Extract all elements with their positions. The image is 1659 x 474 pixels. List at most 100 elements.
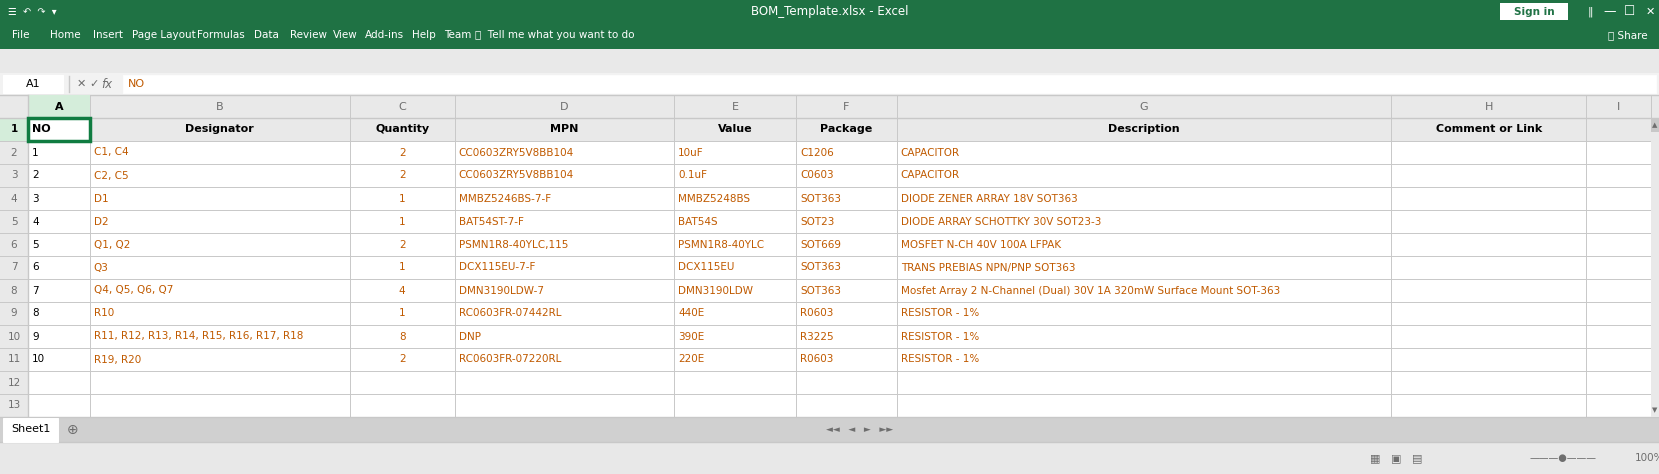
Text: A: A: [55, 101, 63, 111]
Text: 2: 2: [32, 171, 38, 181]
Text: ☐: ☐: [1624, 5, 1636, 18]
Bar: [28, 348, 1659, 371]
Text: Q1, Q2: Q1, Q2: [95, 239, 129, 249]
Text: 6: 6: [32, 263, 38, 273]
Text: ✕: ✕: [1646, 7, 1654, 17]
Text: 4: 4: [10, 193, 17, 203]
Text: Formulas: Formulas: [197, 30, 246, 40]
Text: CAPACITOR: CAPACITOR: [901, 171, 961, 181]
Bar: [28, 118, 90, 141]
Text: R0603: R0603: [800, 309, 833, 319]
Text: 10: 10: [32, 355, 45, 365]
Text: RC0603FR-07220RL: RC0603FR-07220RL: [458, 355, 561, 365]
Text: R3225: R3225: [800, 331, 834, 341]
Bar: [0, 23, 1659, 47]
Text: Quantity: Quantity: [375, 125, 430, 135]
Text: 5: 5: [32, 239, 38, 249]
Text: ⛳ Share: ⛳ Share: [1608, 30, 1647, 40]
Text: Comment or Link: Comment or Link: [1435, 125, 1541, 135]
Text: 3: 3: [32, 193, 38, 203]
Bar: [0, 95, 28, 474]
Text: 4: 4: [32, 217, 38, 227]
Bar: [123, 75, 1656, 93]
Text: Mosfet Array 2 N-Channel (Dual) 30V 1A 320mW Surface Mount SOT-363: Mosfet Array 2 N-Channel (Dual) 30V 1A 3…: [901, 285, 1281, 295]
Bar: [0, 73, 1659, 95]
Text: BOM_Template.xlsx - Excel: BOM_Template.xlsx - Excel: [752, 5, 907, 18]
Text: Sign in: Sign in: [1513, 7, 1554, 17]
Text: CC0603ZRY5V8BB104: CC0603ZRY5V8BB104: [458, 171, 574, 181]
Text: 440E: 440E: [679, 309, 705, 319]
Bar: [28, 118, 90, 141]
Text: C0603: C0603: [800, 171, 834, 181]
Text: C: C: [398, 101, 406, 111]
Bar: [28, 302, 1659, 325]
Text: DCX115EU-7-F: DCX115EU-7-F: [458, 263, 534, 273]
Text: 1: 1: [398, 193, 405, 203]
Text: 1: 1: [10, 125, 18, 135]
Text: C1, C4: C1, C4: [95, 147, 128, 157]
Bar: [0, 0, 1659, 23]
Text: PSMN1R8-40YLC: PSMN1R8-40YLC: [679, 239, 765, 249]
Text: F: F: [843, 101, 849, 111]
Text: 1: 1: [398, 309, 405, 319]
Text: View: View: [333, 30, 358, 40]
Text: Review: Review: [290, 30, 327, 40]
Text: SOT363: SOT363: [800, 263, 841, 273]
Text: A1: A1: [25, 79, 40, 89]
Text: 9: 9: [32, 331, 38, 341]
Bar: [3, 418, 58, 442]
Text: G: G: [1140, 101, 1148, 111]
Bar: [28, 164, 1659, 187]
Bar: [28, 95, 90, 118]
Text: 5: 5: [10, 217, 17, 227]
Text: 13: 13: [7, 401, 20, 410]
Text: 8: 8: [10, 285, 17, 295]
Text: fx: fx: [101, 78, 113, 91]
Text: —: —: [1604, 5, 1616, 18]
Text: DIODE ZENER ARRAY 18V SOT363: DIODE ZENER ARRAY 18V SOT363: [901, 193, 1077, 203]
Text: E: E: [732, 101, 738, 111]
Text: RESISTOR - 1%: RESISTOR - 1%: [901, 309, 979, 319]
Bar: [28, 233, 1659, 256]
Text: DMN3190LDW: DMN3190LDW: [679, 285, 753, 295]
Text: NO: NO: [32, 125, 51, 135]
Bar: [28, 256, 1659, 279]
Text: Package: Package: [820, 125, 873, 135]
Text: DNP: DNP: [458, 331, 481, 341]
Text: C2, C5: C2, C5: [95, 171, 128, 181]
Text: 12: 12: [7, 377, 20, 388]
Text: Help: Help: [411, 30, 436, 40]
Text: 2: 2: [398, 239, 405, 249]
Text: SOT363: SOT363: [800, 193, 841, 203]
Text: PSMN1R8-40YLC,115: PSMN1R8-40YLC,115: [458, 239, 567, 249]
Text: 2: 2: [398, 171, 405, 181]
Text: SOT363: SOT363: [800, 285, 841, 295]
Text: ‖: ‖: [1588, 6, 1593, 17]
Bar: [28, 210, 1659, 233]
Text: 6: 6: [10, 239, 17, 249]
Text: 1: 1: [398, 263, 405, 273]
Text: MPN: MPN: [551, 125, 579, 135]
Text: C1206: C1206: [800, 147, 834, 157]
Text: ✓: ✓: [90, 79, 98, 89]
Text: CAPACITOR: CAPACITOR: [901, 147, 961, 157]
Text: RESISTOR - 1%: RESISTOR - 1%: [901, 331, 979, 341]
Text: DMN3190LDW-7: DMN3190LDW-7: [458, 285, 544, 295]
Text: ✕: ✕: [76, 79, 86, 89]
Text: MOSFET N-CH 40V 100A LFPAK: MOSFET N-CH 40V 100A LFPAK: [901, 239, 1060, 249]
Text: 2: 2: [398, 355, 405, 365]
Bar: [28, 187, 1659, 210]
Bar: [28, 394, 1659, 417]
Text: RESISTOR - 1%: RESISTOR - 1%: [901, 355, 979, 365]
Text: MMBZ5246BS-7-F: MMBZ5246BS-7-F: [458, 193, 551, 203]
Text: Team: Team: [445, 30, 471, 40]
Text: I: I: [1618, 101, 1621, 111]
Bar: [0, 442, 1659, 474]
Text: 7: 7: [32, 285, 38, 295]
Text: H: H: [1485, 101, 1493, 111]
Text: DIODE ARRAY SCHOTTKY 30V SOT23-3: DIODE ARRAY SCHOTTKY 30V SOT23-3: [901, 217, 1102, 227]
Text: Designator: Designator: [186, 125, 254, 135]
Bar: [3, 75, 63, 93]
Text: Value: Value: [718, 125, 753, 135]
Text: D2: D2: [95, 217, 108, 227]
